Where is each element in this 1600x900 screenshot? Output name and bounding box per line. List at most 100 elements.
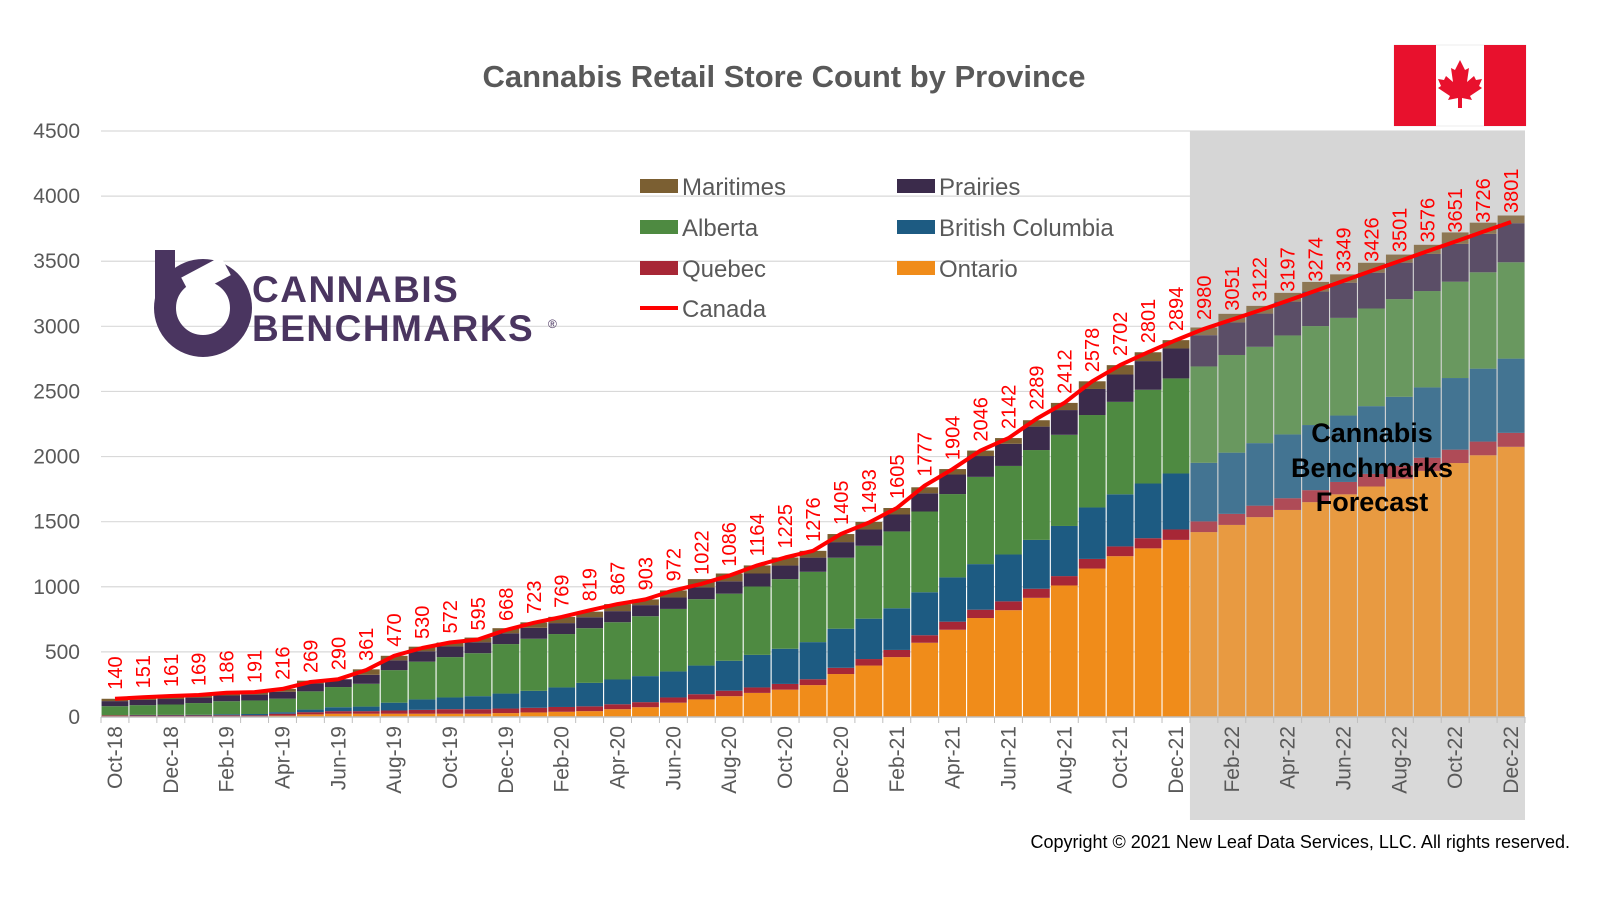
bar-ontario <box>967 618 994 717</box>
x-tick-label: Apr-22 <box>1277 726 1300 789</box>
data-label: 2702 <box>1110 312 1132 357</box>
bar-prairies <box>1385 262 1413 300</box>
data-label: 290 <box>328 637 350 670</box>
x-tick-label: Oct-18 <box>104 726 127 789</box>
bar-prairies <box>213 695 241 702</box>
bar-prairies <box>743 573 771 587</box>
y-tick-label: 4000 <box>33 185 80 208</box>
bar-alberta <box>101 706 129 716</box>
bar-ontario <box>492 713 520 717</box>
legend-label-british-columbia: British Columbia <box>939 215 1114 242</box>
data-label: 2801 <box>1138 299 1160 344</box>
bar-quebec <box>576 706 604 712</box>
bar-quebec <box>687 694 715 700</box>
data-label: 769 <box>552 574 574 607</box>
legend-swatch-british-columbia <box>897 220 935 234</box>
data-labels: 140 151 161 169 186 191 216 269 290 361 470 530 572 5… <box>105 169 1523 690</box>
bar-prairies <box>1497 223 1525 263</box>
data-label: 3651 <box>1445 188 1467 233</box>
bar-quebec <box>995 601 1022 611</box>
bar-alberta <box>1441 281 1469 379</box>
x-tick-label: Jun-19 <box>327 726 350 790</box>
data-label: 361 <box>356 628 378 661</box>
bar-maritimes <box>1106 365 1134 375</box>
bar-maritimes <box>576 611 604 618</box>
bar-alberta <box>1218 354 1246 453</box>
bar-ontario <box>436 713 464 717</box>
x-tick-label: Feb-19 <box>216 726 239 793</box>
bar-prairies <box>1134 361 1162 390</box>
data-label: 2578 <box>1082 328 1104 373</box>
bar-british-columbia <box>799 642 827 680</box>
bar-british-columbia <box>324 707 352 712</box>
bar-ontario <box>548 711 576 717</box>
bar-british-columbia <box>771 648 799 684</box>
bar-alberta <box>715 593 743 661</box>
data-label: 3349 <box>1334 227 1356 272</box>
bar-alberta <box>408 661 436 700</box>
bar-alberta <box>380 670 408 703</box>
bar-quebec <box>604 704 631 710</box>
bar-prairies <box>1246 313 1274 347</box>
logo-text-line1: CANNABIS <box>252 269 459 310</box>
data-label: 2289 <box>1026 365 1048 410</box>
data-label: 819 <box>580 568 602 601</box>
bar-quebec <box>855 659 883 666</box>
bar-alberta <box>967 476 994 565</box>
bar-prairies <box>855 529 883 546</box>
bar-quebec <box>1246 505 1274 518</box>
bar-alberta <box>352 683 380 707</box>
data-label: 595 <box>468 597 490 630</box>
bar-quebec <box>1050 576 1078 586</box>
data-label: 3501 <box>1389 208 1411 253</box>
bar-british-columbia <box>1385 396 1413 466</box>
legend: Maritimes Prairies Alberta British Columbia… <box>640 174 1114 323</box>
bar-quebec <box>632 702 659 708</box>
bar-ontario <box>324 713 352 717</box>
bar-maritimes <box>743 565 771 574</box>
bar-alberta <box>827 557 855 629</box>
bar-quebec <box>1106 546 1134 557</box>
bar-british-columbia <box>464 696 492 710</box>
bar-british-columbia <box>1497 358 1525 433</box>
legend-label-quebec: Quebec <box>682 256 766 283</box>
y-tick-label: 4500 <box>33 120 80 143</box>
bar-ontario <box>1134 548 1162 717</box>
bar-ontario <box>911 642 939 717</box>
bar-prairies <box>1162 348 1190 379</box>
bar-quebec <box>380 710 408 714</box>
data-label: 216 <box>272 646 294 679</box>
bar-british-columbia <box>659 671 687 698</box>
data-label: 1086 <box>719 522 741 567</box>
bar-quebec <box>129 715 157 717</box>
bar-maritimes <box>1441 232 1469 244</box>
bar-ontario <box>1330 494 1357 717</box>
bar-prairies <box>771 565 799 580</box>
bar-british-columbia <box>855 618 883 660</box>
data-label: 3426 <box>1361 217 1383 262</box>
bar-ontario <box>464 713 492 717</box>
bar-alberta <box>1274 335 1302 435</box>
bar-quebec <box>1441 449 1469 464</box>
bar-british-columbia <box>911 592 939 636</box>
bar-ontario <box>995 610 1022 717</box>
bar-quebec <box>1274 498 1302 510</box>
bar-maritimes <box>995 438 1022 444</box>
x-tick-label: Dec-22 <box>1500 726 1523 794</box>
data-label: 903 <box>635 557 657 590</box>
bar-maritimes <box>883 507 911 515</box>
bar-alberta <box>213 701 241 715</box>
bar-maritimes <box>604 604 631 612</box>
bar-quebec <box>939 621 967 630</box>
bar-alberta <box>1022 450 1050 540</box>
x-tick-label: Aug-19 <box>383 726 406 794</box>
bar-prairies <box>297 683 324 692</box>
bar-maritimes <box>101 698 129 702</box>
bar-prairies <box>101 701 129 707</box>
legend-label-maritimes: Maritimes <box>682 174 786 201</box>
data-label: 2046 <box>971 397 993 442</box>
bar-quebec <box>883 649 911 658</box>
bar-alberta <box>324 687 352 708</box>
bar-prairies <box>1274 301 1302 336</box>
forecast-label: Cannabis Benchmarks Forecast <box>1291 418 1453 517</box>
